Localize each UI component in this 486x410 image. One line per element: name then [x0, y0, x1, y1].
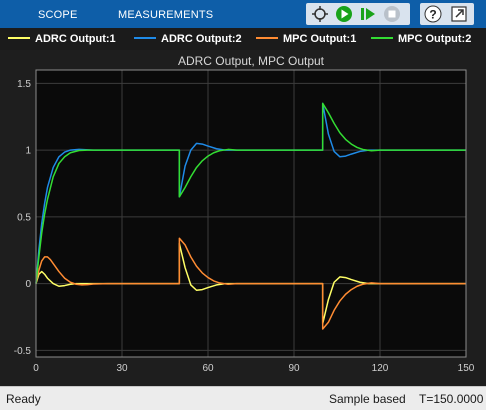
y-tick-label: 1 — [25, 146, 31, 157]
simulation-controls — [306, 3, 410, 25]
step-forward-icon[interactable] — [358, 3, 378, 25]
undock-icon[interactable] — [449, 3, 469, 25]
legend-swatch — [8, 37, 30, 40]
window-controls: ? — [420, 3, 474, 25]
tab-measurements[interactable]: MEASUREMENTS — [118, 9, 214, 21]
x-tick-label: 120 — [372, 363, 389, 374]
signal-highlight-icon[interactable] — [310, 3, 330, 25]
tab-scope[interactable]: SCOPE — [38, 9, 78, 21]
x-tick-label: 90 — [288, 363, 300, 374]
legend-swatch — [371, 37, 393, 40]
legend-item-mpc-output-1[interactable]: MPC Output:1 — [256, 28, 356, 50]
axes-background — [35, 69, 467, 358]
y-tick-label: 0 — [25, 279, 31, 290]
chart-title: ADRC Output, MPC Output — [178, 54, 325, 68]
legend-swatch — [256, 37, 278, 40]
legend: ADRC Output:1 ADRC Output:2 MPC Output:1… — [0, 28, 486, 50]
legend-label: MPC Output:2 — [398, 33, 472, 45]
legend-item-adrc-output-2[interactable]: ADRC Output:2 — [134, 28, 242, 50]
x-tick-label: 60 — [202, 363, 214, 374]
axes-border — [35, 69, 467, 358]
legend-label: MPC Output:1 — [283, 33, 357, 45]
series-line-adrc-output-2 — [35, 102, 466, 284]
y-tick-label: 1.5 — [17, 79, 31, 90]
y-tick-label: 0.5 — [17, 212, 31, 223]
legend-label: ADRC Output:2 — [161, 33, 242, 45]
scope-plot-area: ADRC Output, MPC Output 0 30 60 90 120 150 -0.5… — [0, 50, 486, 386]
x-tick-label: 150 — [458, 363, 475, 374]
series-line-adrc-output-1 — [35, 242, 466, 325]
y-tick-label: -0.5 — [14, 346, 32, 357]
x-tick-label: 30 — [116, 363, 128, 374]
simulation-time: T=150.0000 — [419, 392, 484, 406]
x-tick-label: 0 — [33, 363, 39, 374]
help-icon[interactable]: ? — [423, 3, 443, 25]
sample-mode: Sample based — [329, 392, 406, 406]
legend-swatch — [134, 37, 156, 40]
legend-label: ADRC Output:1 — [35, 33, 116, 45]
svg-text:?: ? — [429, 8, 436, 22]
status-text: Ready — [6, 392, 41, 406]
series-line-mpc-output-2 — [35, 102, 466, 284]
stop-icon[interactable] — [382, 3, 402, 25]
legend-item-adrc-output-1[interactable]: ADRC Output:1 — [8, 28, 116, 50]
scope-plot[interactable]: ADRC Output, MPC Output 0 30 60 90 120 150 -0.5… — [0, 50, 486, 386]
toolstrip: SCOPE MEASUREMENTS — [0, 0, 486, 28]
run-icon[interactable] — [334, 3, 354, 25]
status-bar: Ready Sample based T=150.0000 — [0, 386, 486, 410]
series-line-mpc-output-1 — [35, 237, 466, 330]
legend-item-mpc-output-2[interactable]: MPC Output:2 — [371, 28, 471, 50]
